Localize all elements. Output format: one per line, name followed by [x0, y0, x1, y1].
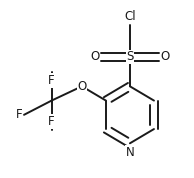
Text: O: O [161, 50, 170, 64]
Text: O: O [77, 80, 87, 93]
Text: O: O [90, 50, 99, 64]
Text: N: N [126, 146, 134, 159]
Text: F: F [48, 74, 55, 87]
Text: S: S [126, 50, 134, 64]
Text: F: F [48, 115, 55, 128]
Text: F: F [16, 108, 23, 121]
Text: Cl: Cl [124, 10, 136, 23]
